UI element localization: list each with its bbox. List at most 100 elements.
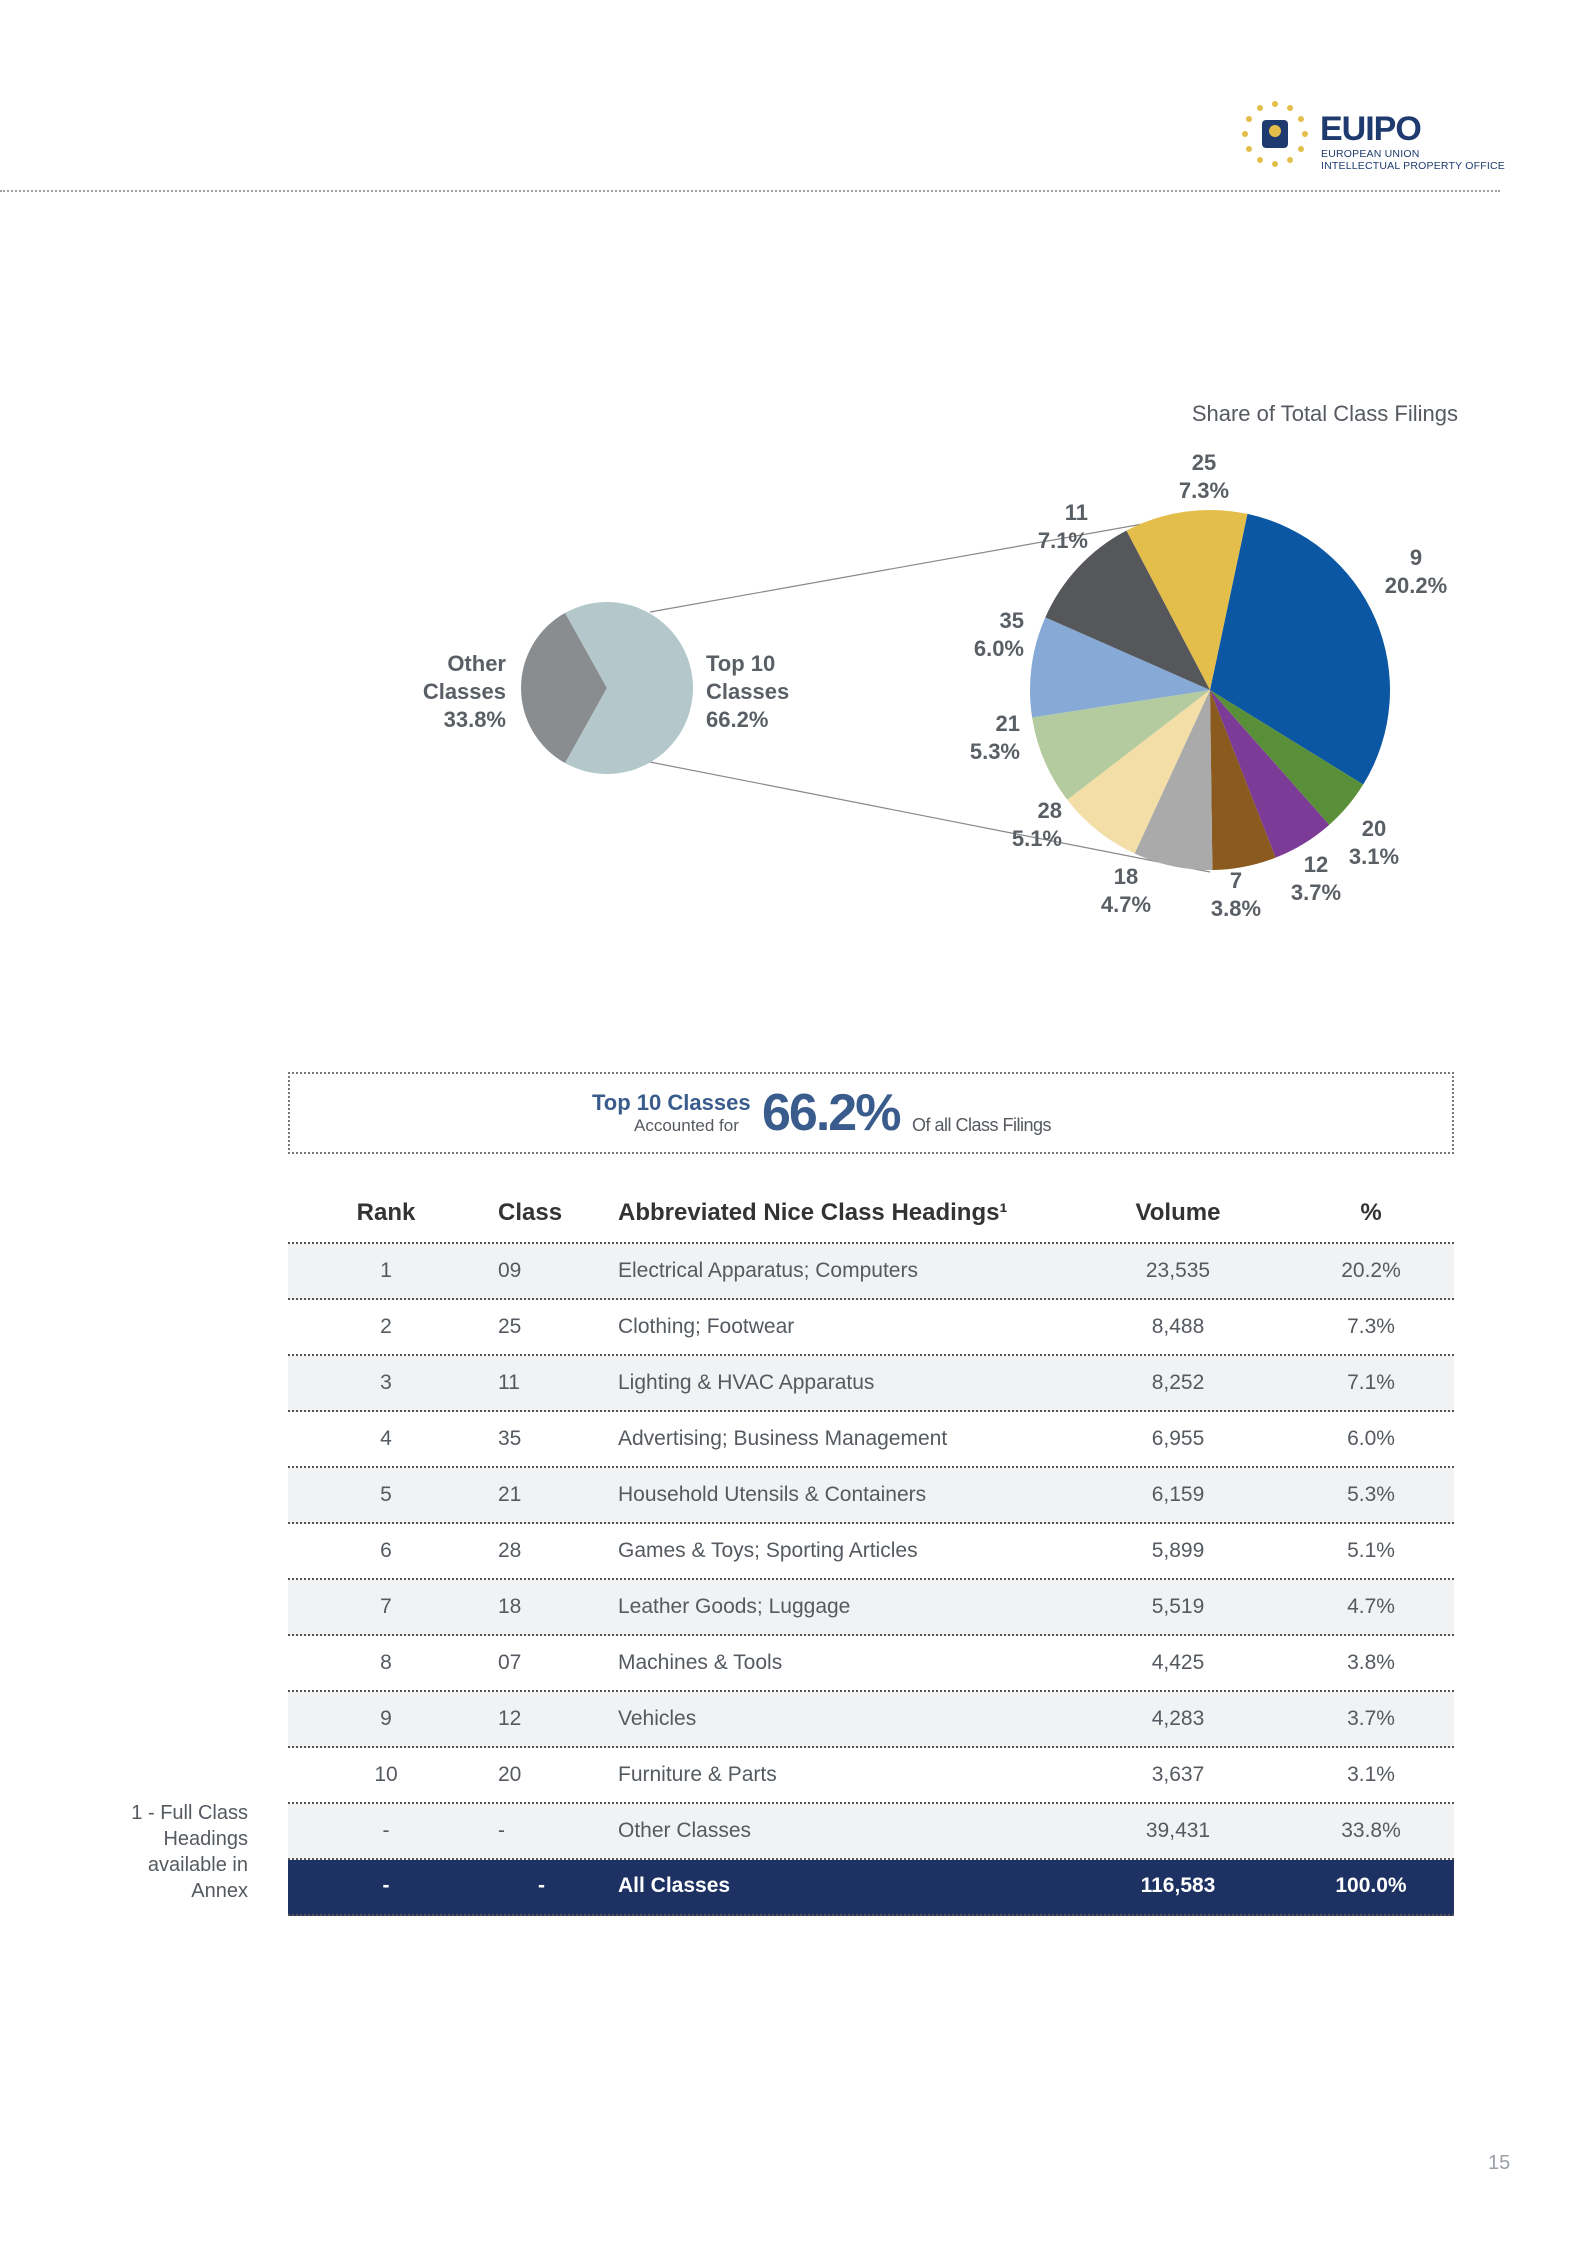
cell-pct: 33.8% — [1341, 1819, 1401, 1842]
cell-volume: 4,425 — [1151, 1651, 1205, 1674]
pie-label-class-18: 18 4.7% — [1101, 864, 1151, 917]
cell-heading: Vehicles — [618, 1707, 697, 1730]
chart-title: Share of Total Class Filings — [1192, 401, 1458, 426]
total-percent: 100.0% — [1335, 1874, 1407, 1897]
cell-class: 28 — [498, 1539, 522, 1562]
pie-label-class-28-line: 28 — [1038, 798, 1062, 823]
table-row: 8 07 Machines & Tools 4,425 3.8% — [288, 1636, 1454, 1692]
pie-slice-class-9 — [1210, 513, 1390, 785]
footnote: 1 - Full Class Headings available in Ann… — [110, 1800, 248, 1904]
connector-line-top — [649, 511, 1211, 613]
logo-wordmark: EUIPO — [1320, 110, 1422, 148]
logo-line-2: INTELLECTUAL PROPERTY OFFICE — [1321, 160, 1505, 172]
highlight-of-label: Of all Class Filings — [912, 1115, 1052, 1135]
pie-label-class-20: 20 3.1% — [1349, 816, 1399, 869]
pie-slice-class-20 — [1210, 690, 1364, 825]
table-row: 1 09 Electrical Apparatus; Computers 23,535… — [288, 1244, 1454, 1300]
table-row: 10 20 Furniture & Parts 3,637 3.1% — [288, 1748, 1454, 1804]
cell-class: 09 — [498, 1259, 522, 1282]
pie-slice-class-11 — [1045, 530, 1210, 690]
cell-heading: Household Utensils & Containers — [618, 1483, 927, 1506]
pie-label-class-12: 12 3.7% — [1291, 852, 1341, 905]
total-class: - — [538, 1874, 545, 1897]
cell-pct: 6.0% — [1347, 1427, 1395, 1450]
class-table: Rank Class Abbreviated Nice Class Headin… — [288, 1186, 1454, 1916]
footnote-line: Annex — [191, 1880, 248, 1902]
footnote-line: 1 - Full Class — [131, 1802, 248, 1824]
table-row: - - Other Classes 39,431 33.8% — [288, 1804, 1454, 1860]
pie-slice-class-28 — [1067, 690, 1210, 854]
highlight-box — [288, 1072, 1454, 1154]
pie-label-class-9-line: 20.2% — [1385, 573, 1447, 598]
cell-pct: 3.1% — [1347, 1763, 1395, 1786]
pie-label-class-18-line: 4.7% — [1101, 892, 1151, 917]
pie-label-class-21-line: 5.3% — [970, 739, 1020, 764]
pie-label-class-9: 9 20.2% — [1385, 545, 1447, 598]
cell-heading: Leather Goods; Luggage — [618, 1595, 851, 1618]
cell-class: 12 — [498, 1707, 522, 1730]
pie-label-class-9-line: 9 — [1410, 545, 1422, 570]
cell-volume: 8,488 — [1151, 1315, 1205, 1338]
cell-class: 21 — [498, 1483, 522, 1506]
cell-pct: 7.1% — [1347, 1371, 1395, 1394]
logo-line-1: EUROPEAN UNION — [1321, 148, 1420, 160]
table-total-row: - - All Classes 116,583 100.0% — [288, 1860, 1454, 1916]
pie-charts: Share of Total Class Filings Other Classe… — [423, 401, 1458, 921]
total-heading: All Classes — [618, 1874, 731, 1897]
pie-label-other-classes-line: 33.8% — [444, 707, 506, 732]
cell-heading: Games & Toys; Sporting Articles — [618, 1539, 918, 1562]
header-percent: % — [1360, 1199, 1382, 1226]
pie-slice-class-7 — [1210, 690, 1276, 870]
pie-label-top10-classes: Top 10 Classes 66.2% — [706, 651, 789, 732]
cell-rank: 2 — [380, 1315, 392, 1338]
cell-rank: 7 — [380, 1595, 392, 1618]
pie-label-class-12-line: 3.7% — [1291, 880, 1341, 905]
euipo-logo: EUIPO EUROPEAN UNION INTELLECTUAL PROPER… — [1240, 98, 1505, 178]
cell-class: 20 — [498, 1763, 522, 1786]
cell-pct: 7.3% — [1347, 1315, 1395, 1338]
header-divider — [0, 190, 1500, 192]
pie-label-class-11-line: 7.1% — [1038, 528, 1088, 553]
cell-volume: 5,899 — [1151, 1539, 1205, 1562]
cell-heading: Electrical Apparatus; Computers — [618, 1259, 918, 1282]
cell-class: 11 — [498, 1371, 520, 1394]
pie-label-class-25-line: 25 — [1192, 450, 1216, 475]
highlight-top10-label: Top 10 Classes — [592, 1090, 751, 1115]
cell-pct: 20.2% — [1341, 1259, 1401, 1282]
cell-rank: 10 — [374, 1763, 398, 1786]
cell-class: 07 — [498, 1651, 522, 1674]
cell-rank: 6 — [380, 1539, 392, 1562]
table-row: 3 11 Lighting & HVAC Apparatus 8,252 7.1% — [288, 1356, 1454, 1412]
cell-class: 18 — [498, 1595, 522, 1618]
pie-slice-top10-classes — [565, 602, 693, 774]
pie-label-other-classes-line: Classes — [423, 679, 506, 704]
cell-heading: Clothing; Footwear — [618, 1315, 795, 1338]
pie-slice-class-18 — [1134, 690, 1213, 870]
cell-heading: Other Classes — [618, 1819, 752, 1842]
highlight-accounted-label: Accounted for — [634, 1116, 739, 1135]
cell-rank: 1 — [380, 1259, 392, 1282]
table-row: 4 35 Advertising; Business Management 6,955… — [288, 1412, 1454, 1468]
pie-label-other-classes: Other Classes 33.8% — [423, 651, 507, 732]
cell-volume: 6,159 — [1151, 1483, 1205, 1506]
pie-label-top10-classes-line: Top 10 — [706, 651, 775, 676]
header-heading: Abbreviated Nice Class Headings¹ — [618, 1199, 1008, 1226]
pie-label-class-18-line: 18 — [1114, 864, 1138, 889]
footnote-line: available in — [147, 1854, 248, 1876]
pie-label-class-25: 25 7.3% — [1179, 450, 1229, 503]
pie-label-other-classes-line: Other — [447, 651, 506, 676]
cell-heading: Advertising; Business Management — [618, 1427, 948, 1450]
cell-heading: Lighting & HVAC Apparatus — [618, 1371, 875, 1394]
cell-class: 35 — [498, 1427, 522, 1450]
cell-volume: 8,252 — [1151, 1371, 1205, 1394]
pie-label-class-7: 7 3.8% — [1211, 868, 1261, 921]
pie-label-class-21: 21 5.3% — [970, 711, 1020, 764]
cell-volume: 6,955 — [1151, 1427, 1205, 1450]
pie-slice-class-12 — [1210, 690, 1330, 858]
cell-pct: 5.3% — [1347, 1483, 1395, 1506]
pie-slice-class-21 — [1032, 690, 1210, 800]
pie-label-class-28: 28 5.1% — [1012, 798, 1062, 851]
cell-volume: 3,637 — [1151, 1763, 1205, 1786]
highlight-percent: 66.2% — [762, 1084, 901, 1142]
cell-pct: 3.7% — [1347, 1707, 1395, 1730]
